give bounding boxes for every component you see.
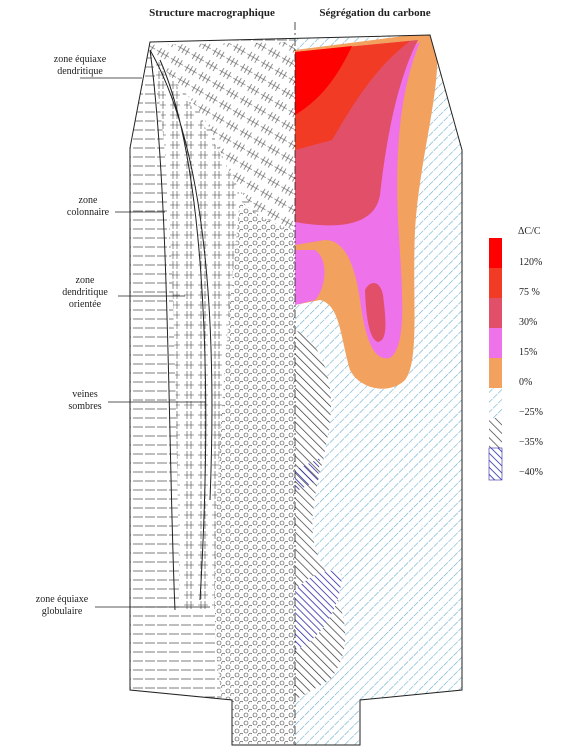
legend-label: −40% bbox=[519, 467, 543, 478]
swatch bbox=[489, 328, 502, 358]
legend-label: 15% bbox=[519, 347, 537, 358]
label: globulaire bbox=[42, 606, 83, 617]
label: dendritique bbox=[62, 287, 108, 298]
swatch bbox=[489, 238, 502, 268]
label: zone bbox=[79, 195, 98, 206]
right-title: Ségrégation du carbone bbox=[319, 7, 430, 19]
carbon-map bbox=[295, 30, 495, 750]
label: colonnaire bbox=[67, 207, 110, 218]
label: zone équiaxe bbox=[54, 54, 107, 65]
legend-label: 30% bbox=[519, 317, 537, 328]
legend-label: 75 % bbox=[519, 287, 540, 298]
legend-title: ΔC/C bbox=[518, 226, 541, 237]
label: dendritique bbox=[57, 66, 103, 77]
swatch bbox=[489, 418, 502, 448]
label: orientée bbox=[69, 299, 102, 310]
label: veines bbox=[72, 389, 98, 400]
legend-label: 0% bbox=[519, 377, 532, 388]
legend: ΔC/C 120% 75 % 30% 15% 0% −25% −35% −40% bbox=[489, 226, 543, 480]
left-title: Structure macrographique bbox=[149, 7, 275, 19]
left-structure bbox=[130, 30, 295, 750]
swatch bbox=[489, 388, 502, 418]
swatch bbox=[489, 358, 502, 388]
swatch bbox=[489, 268, 502, 298]
swatch bbox=[489, 448, 502, 480]
legend-label: −25% bbox=[519, 407, 543, 418]
label: zone bbox=[76, 275, 95, 286]
swatch bbox=[489, 298, 502, 328]
diagram: Structure macrographique Ségrégation du … bbox=[0, 0, 563, 751]
label: sombres bbox=[68, 401, 101, 412]
legend-label: 120% bbox=[519, 257, 542, 268]
label: zone équiaxe bbox=[36, 594, 89, 605]
legend-label: −35% bbox=[519, 437, 543, 448]
